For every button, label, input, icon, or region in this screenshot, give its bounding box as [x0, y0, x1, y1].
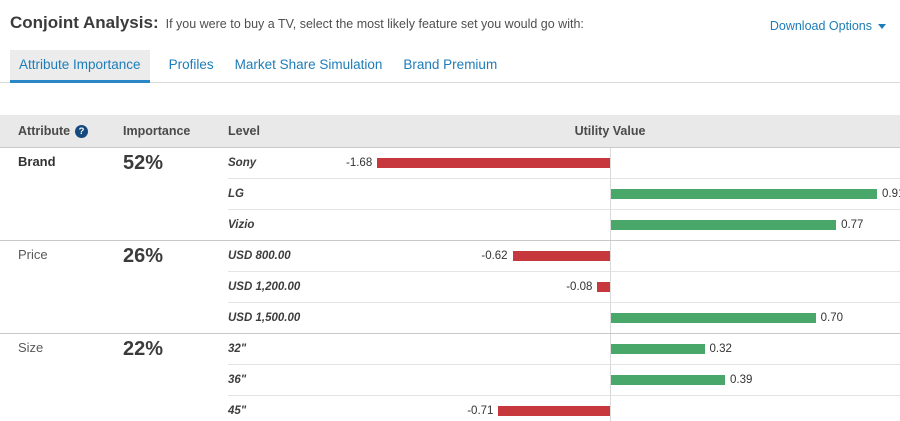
bar-value-label: -0.71	[467, 405, 494, 417]
utility-bar-cell: 0.32	[346, 334, 900, 364]
download-options-label: Download Options	[769, 19, 872, 33]
axis-line	[610, 334, 611, 364]
tab-profiles[interactable]: Profiles	[168, 57, 214, 72]
positive-utility-bar	[611, 189, 877, 199]
page-header: Conjoint Analysis: If you were to buy a …	[0, 0, 900, 33]
utility-bar-cell: -0.71	[346, 395, 900, 421]
table-row: Vizio 0.77	[0, 209, 900, 240]
table-row: 45" -0.71	[0, 395, 900, 421]
bar-value-label: 0.91	[882, 188, 900, 200]
utility-bar-cell: 0.77	[346, 209, 900, 240]
utility-bar-cell: -0.08	[346, 271, 900, 302]
importance-value: 52%	[123, 152, 164, 174]
bar-value-label: 0.39	[730, 374, 753, 386]
table-row: USD 1,500.00 0.70	[0, 302, 900, 333]
axis-line	[610, 241, 611, 271]
bar-value-label: -0.08	[566, 281, 593, 293]
axis-line	[610, 148, 611, 178]
bar-value-label: -1.68	[346, 157, 373, 169]
level-label: Sony	[228, 157, 257, 169]
table-header-row: Attribute ? Importance Level Utility Val…	[0, 115, 900, 147]
table-row: Size 22% 32" 0.32	[0, 333, 900, 364]
level-label: 45"	[228, 405, 247, 417]
chevron-down-icon	[878, 23, 886, 29]
axis-line	[610, 272, 611, 302]
table-row: USD 1,200.00 -0.08	[0, 271, 900, 302]
level-label: 36"	[228, 374, 247, 386]
help-icon[interactable]: ?	[75, 124, 89, 138]
utility-bar-cell: 0.39	[346, 364, 900, 395]
page-title: Conjoint Analysis:	[10, 13, 159, 32]
level-column-header: Level	[228, 124, 260, 138]
bar-value-label: 0.70	[820, 312, 843, 324]
level-label: LG	[228, 188, 244, 200]
importance-column-header: Importance	[123, 124, 191, 138]
axis-line	[610, 365, 611, 395]
negative-utility-bar	[498, 406, 610, 416]
attribute-name: Brand	[18, 154, 56, 169]
axis-line	[610, 179, 611, 209]
utility-value-column-header: Utility Value	[574, 124, 646, 138]
download-options-button[interactable]: Download Options	[770, 19, 886, 33]
positive-utility-bar	[611, 313, 816, 323]
bar-value-label: -0.62	[481, 250, 508, 262]
importance-value: 22%	[123, 338, 164, 360]
table-row: LG 0.91	[0, 178, 900, 209]
utility-bar-cell: -1.68	[346, 148, 900, 178]
conjoint-table: Attribute ? Importance Level Utility Val…	[0, 115, 900, 421]
utility-bar-cell: 0.91	[346, 178, 900, 209]
attribute-column-header: Attribute	[18, 124, 71, 138]
attribute-name: Price	[18, 247, 48, 262]
level-label: 32"	[228, 343, 247, 355]
tab-attribute-importance[interactable]: Attribute Importance	[10, 50, 150, 83]
axis-line	[610, 303, 611, 333]
table-row: 36" 0.39	[0, 364, 900, 395]
negative-utility-bar	[377, 158, 610, 168]
page-subtitle: If you were to buy a TV, select the most…	[165, 17, 584, 31]
bar-value-label: 0.32	[709, 343, 732, 355]
positive-utility-bar	[611, 220, 837, 230]
utility-bar-cell: -0.62	[346, 241, 900, 271]
negative-utility-bar	[512, 251, 610, 261]
table-row: Price 26% USD 800.00 -0.62	[0, 240, 900, 271]
tab-bar: Attribute Importance Profiles Market Sha…	[0, 50, 900, 83]
positive-utility-bar	[611, 344, 705, 354]
tab-brand-premium[interactable]: Brand Premium	[403, 57, 498, 72]
table-row: Brand 52% Sony -1.68	[0, 147, 900, 178]
level-label: USD 1,200.00	[228, 281, 301, 293]
positive-utility-bar	[611, 375, 725, 385]
level-label: USD 1,500.00	[228, 312, 301, 324]
axis-line	[610, 396, 611, 421]
negative-utility-bar	[597, 282, 610, 292]
level-label: Vizio	[228, 219, 255, 231]
level-label: USD 800.00	[228, 250, 291, 262]
bar-value-label: 0.77	[841, 219, 864, 231]
attribute-name: Size	[18, 340, 44, 355]
axis-line	[610, 210, 611, 240]
importance-value: 26%	[123, 245, 164, 267]
utility-bar-cell: 0.70	[346, 302, 900, 333]
tab-market-share-simulation[interactable]: Market Share Simulation	[234, 57, 383, 72]
